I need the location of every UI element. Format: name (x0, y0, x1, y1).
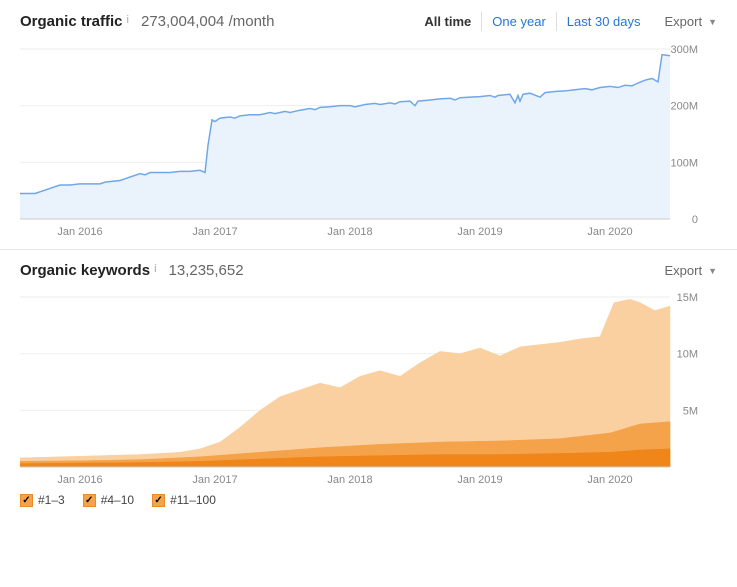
svg-text:Jan 2020: Jan 2020 (587, 474, 632, 486)
legend-item-11-100[interactable]: ✓ #11–100 (152, 493, 216, 507)
export-label: Export (665, 14, 703, 29)
legend-label: #11–100 (170, 493, 216, 507)
keywords-title: Organic keywords (20, 262, 150, 279)
traffic-header: Organic traffic i 273,004,004 /month All… (20, 12, 717, 31)
chevron-down-icon: ▼ (708, 17, 717, 27)
keywords-chart-svg: 5M 10M 15M Jan 2016 Jan 2017 Jan 2018 Jan 2019… (20, 287, 717, 487)
tab-all-time[interactable]: All time (414, 12, 482, 31)
svg-text:Jan 2018: Jan 2018 (327, 474, 372, 486)
legend-item-4-10[interactable]: ✓ #4–10 (83, 493, 134, 507)
checkbox-icon: ✓ (20, 494, 33, 507)
traffic-metric: 273,004,004 /month (141, 13, 274, 30)
traffic-chart-svg: 0 100M 200M 300M Jan 2016 Jan 2017 Jan 2018 Jan… (20, 39, 717, 239)
keywords-header: Organic keywords i 13,235,652 Export ▼ (20, 262, 717, 279)
svg-text:Jan 2017: Jan 2017 (192, 474, 237, 486)
svg-text:Jan 2017: Jan 2017 (192, 226, 237, 238)
svg-text:100M: 100M (670, 157, 698, 169)
export-button[interactable]: Export ▼ (665, 14, 718, 29)
svg-text:300M: 300M (670, 44, 698, 56)
organic-traffic-panel: Organic traffic i 273,004,004 /month All… (0, 0, 737, 250)
svg-text:200M: 200M (670, 101, 698, 113)
time-range-tabs: All time One year Last 30 days (414, 12, 650, 31)
svg-text:0: 0 (692, 214, 698, 226)
svg-text:Jan 2016: Jan 2016 (57, 474, 102, 486)
export-button[interactable]: Export ▼ (665, 263, 718, 278)
keywords-chart: 5M 10M 15M Jan 2016 Jan 2017 Jan 2018 Jan 2019… (20, 287, 717, 487)
traffic-chart: 0 100M 200M 300M Jan 2016 Jan 2017 Jan 2018 Jan… (20, 39, 717, 239)
legend-label: #4–10 (101, 493, 134, 507)
svg-text:10M: 10M (677, 349, 698, 361)
svg-text:5M: 5M (683, 405, 698, 417)
export-label: Export (665, 263, 703, 278)
legend-item-1-3[interactable]: ✓ #1–3 (20, 493, 65, 507)
organic-keywords-panel: Organic keywords i 13,235,652 Export ▼ 5… (0, 250, 737, 517)
checkbox-icon: ✓ (83, 494, 96, 507)
svg-text:Jan 2018: Jan 2018 (327, 226, 372, 238)
svg-text:Jan 2019: Jan 2019 (457, 226, 502, 238)
tab-one-year[interactable]: One year (482, 12, 556, 31)
legend-label: #1–3 (38, 493, 65, 507)
keywords-metric: 13,235,652 (169, 262, 244, 279)
keywords-legend: ✓ #1–3 ✓ #4–10 ✓ #11–100 (20, 493, 717, 507)
svg-text:15M: 15M (677, 292, 698, 304)
info-icon[interactable]: i (127, 14, 129, 26)
checkbox-icon: ✓ (152, 494, 165, 507)
svg-text:Jan 2019: Jan 2019 (457, 474, 502, 486)
svg-text:Jan 2020: Jan 2020 (587, 226, 632, 238)
tab-last-30-days[interactable]: Last 30 days (557, 12, 651, 31)
traffic-title: Organic traffic (20, 13, 123, 30)
chevron-down-icon: ▼ (708, 266, 717, 276)
info-icon[interactable]: i (154, 263, 156, 275)
svg-text:Jan 2016: Jan 2016 (57, 226, 102, 238)
